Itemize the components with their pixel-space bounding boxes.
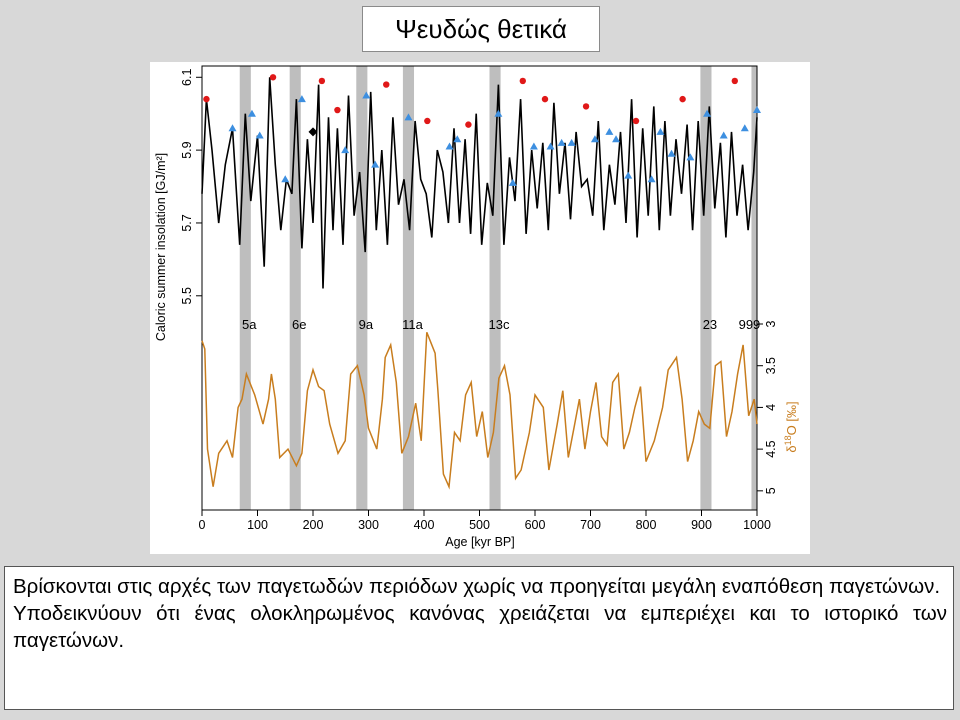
band-label: 11a [402,317,423,332]
d18o-axis-label: δ18O [‰] [783,401,799,452]
d18o-y-tick-label: 4.5 [764,440,778,457]
insolation-d18o-chart: 5a 6e 9a 11a 13c 23 999 0 100 200 300 400 500 600 700… [154,65,799,549]
blue-marker [494,109,503,117]
band-label: 13c [489,317,510,332]
slide-title: Ψευδώς θετικά [362,6,600,52]
x-tick-label: 100 [247,518,268,532]
highlight-band [356,66,368,510]
caption-box: Βρίσκονται στις αρχές των παγετωδών περι… [4,566,954,710]
blue-marker [567,138,576,146]
black-marker [308,127,318,137]
slide-title-text: Ψευδώς θετικά [395,13,567,44]
x-axis-label: Age [kyr BP] [445,535,514,549]
blue-marker [667,149,676,157]
blue-marker [624,171,633,179]
blue-marker [281,175,290,183]
blue-marker [297,95,306,103]
x-tick-label: 400 [414,518,435,532]
highlight-band [239,66,251,510]
blue-marker [753,106,761,114]
red-marker [465,121,472,128]
blue-marker [255,131,264,139]
band-label: 23 [703,317,717,332]
band-label: 9a [359,317,374,332]
red-marker [318,77,326,85]
insolation-y-tick-label: 6.1 [180,69,194,86]
band-label: 999 [739,317,761,332]
blue-marker [404,113,413,121]
red-marker [679,95,686,103]
blue-marker [247,109,256,117]
red-marker [541,95,549,103]
insolation-y-tick-label: 5.5 [180,287,194,304]
blue-marker [445,142,454,150]
red-marker [632,117,640,125]
highlight-band [289,66,301,510]
band-label: 5a [242,317,257,332]
red-marker [269,74,277,81]
insolation-axis-label: Caloric summer insolation [GJ/m²] [154,153,168,341]
x-tick-label: 0 [199,518,206,532]
insolation-line [201,77,758,289]
x-tick-label: 1000 [743,518,771,532]
d18o-y-tick-label: 5 [764,487,778,494]
blue-marker [703,109,712,117]
blue-marker [612,135,621,143]
x-tick-label: 500 [469,518,490,532]
insolation-y-tick-label: 5.9 [180,141,194,158]
blue-marker [341,146,350,154]
blue-marker [590,135,599,143]
blue-marker [453,135,462,143]
blue-marker [686,153,695,161]
highlight-band [402,66,415,510]
highlight-band [751,66,757,510]
caption-paragraph-2: Υποδεικνύουν ότι ένας ολοκληρωμένος κανό… [13,602,947,652]
insolation-y-tick-label: 5.7 [180,214,194,231]
band-label: 6e [292,317,306,332]
chart-panel: 5a 6e 9a 11a 13c 23 999 0 100 200 300 400 500 600 700… [150,62,810,554]
blue-marker [557,138,566,146]
red-marker [334,106,341,114]
d18o-y-tick-label: 3 [764,320,778,327]
red-marker [424,117,431,125]
red-marker [582,103,590,110]
x-tick-label: 800 [636,518,657,532]
blue-marker [371,160,380,168]
blue-marker [740,124,749,132]
red-marker [383,81,390,88]
red-marker [731,77,738,85]
blue-marker [647,175,656,183]
plot-frame [201,65,758,511]
highlight-band [700,66,712,510]
x-tick-label: 600 [525,518,546,532]
blue-marker [719,131,728,139]
blue-marker [529,142,538,150]
x-tick-label: 200 [303,518,324,532]
x-tick-label: 700 [580,518,601,532]
blue-marker [546,142,555,150]
blue-marker [605,127,614,135]
red-marker [203,95,210,103]
blue-marker [362,91,371,99]
blue-marker [508,178,517,186]
x-tick-label: 900 [691,518,712,532]
x-tick-label: 300 [358,518,379,532]
blue-marker [228,124,237,132]
caption-paragraph-1: Βρίσκονται στις αρχές των παγετωδών περι… [13,575,941,598]
highlight-band [489,66,501,510]
blue-marker [656,127,665,135]
red-marker [519,77,526,85]
d18o-y-tick-label: 4 [764,404,778,411]
d18o-line [201,332,758,490]
d18o-y-tick-label: 3.5 [764,357,778,374]
